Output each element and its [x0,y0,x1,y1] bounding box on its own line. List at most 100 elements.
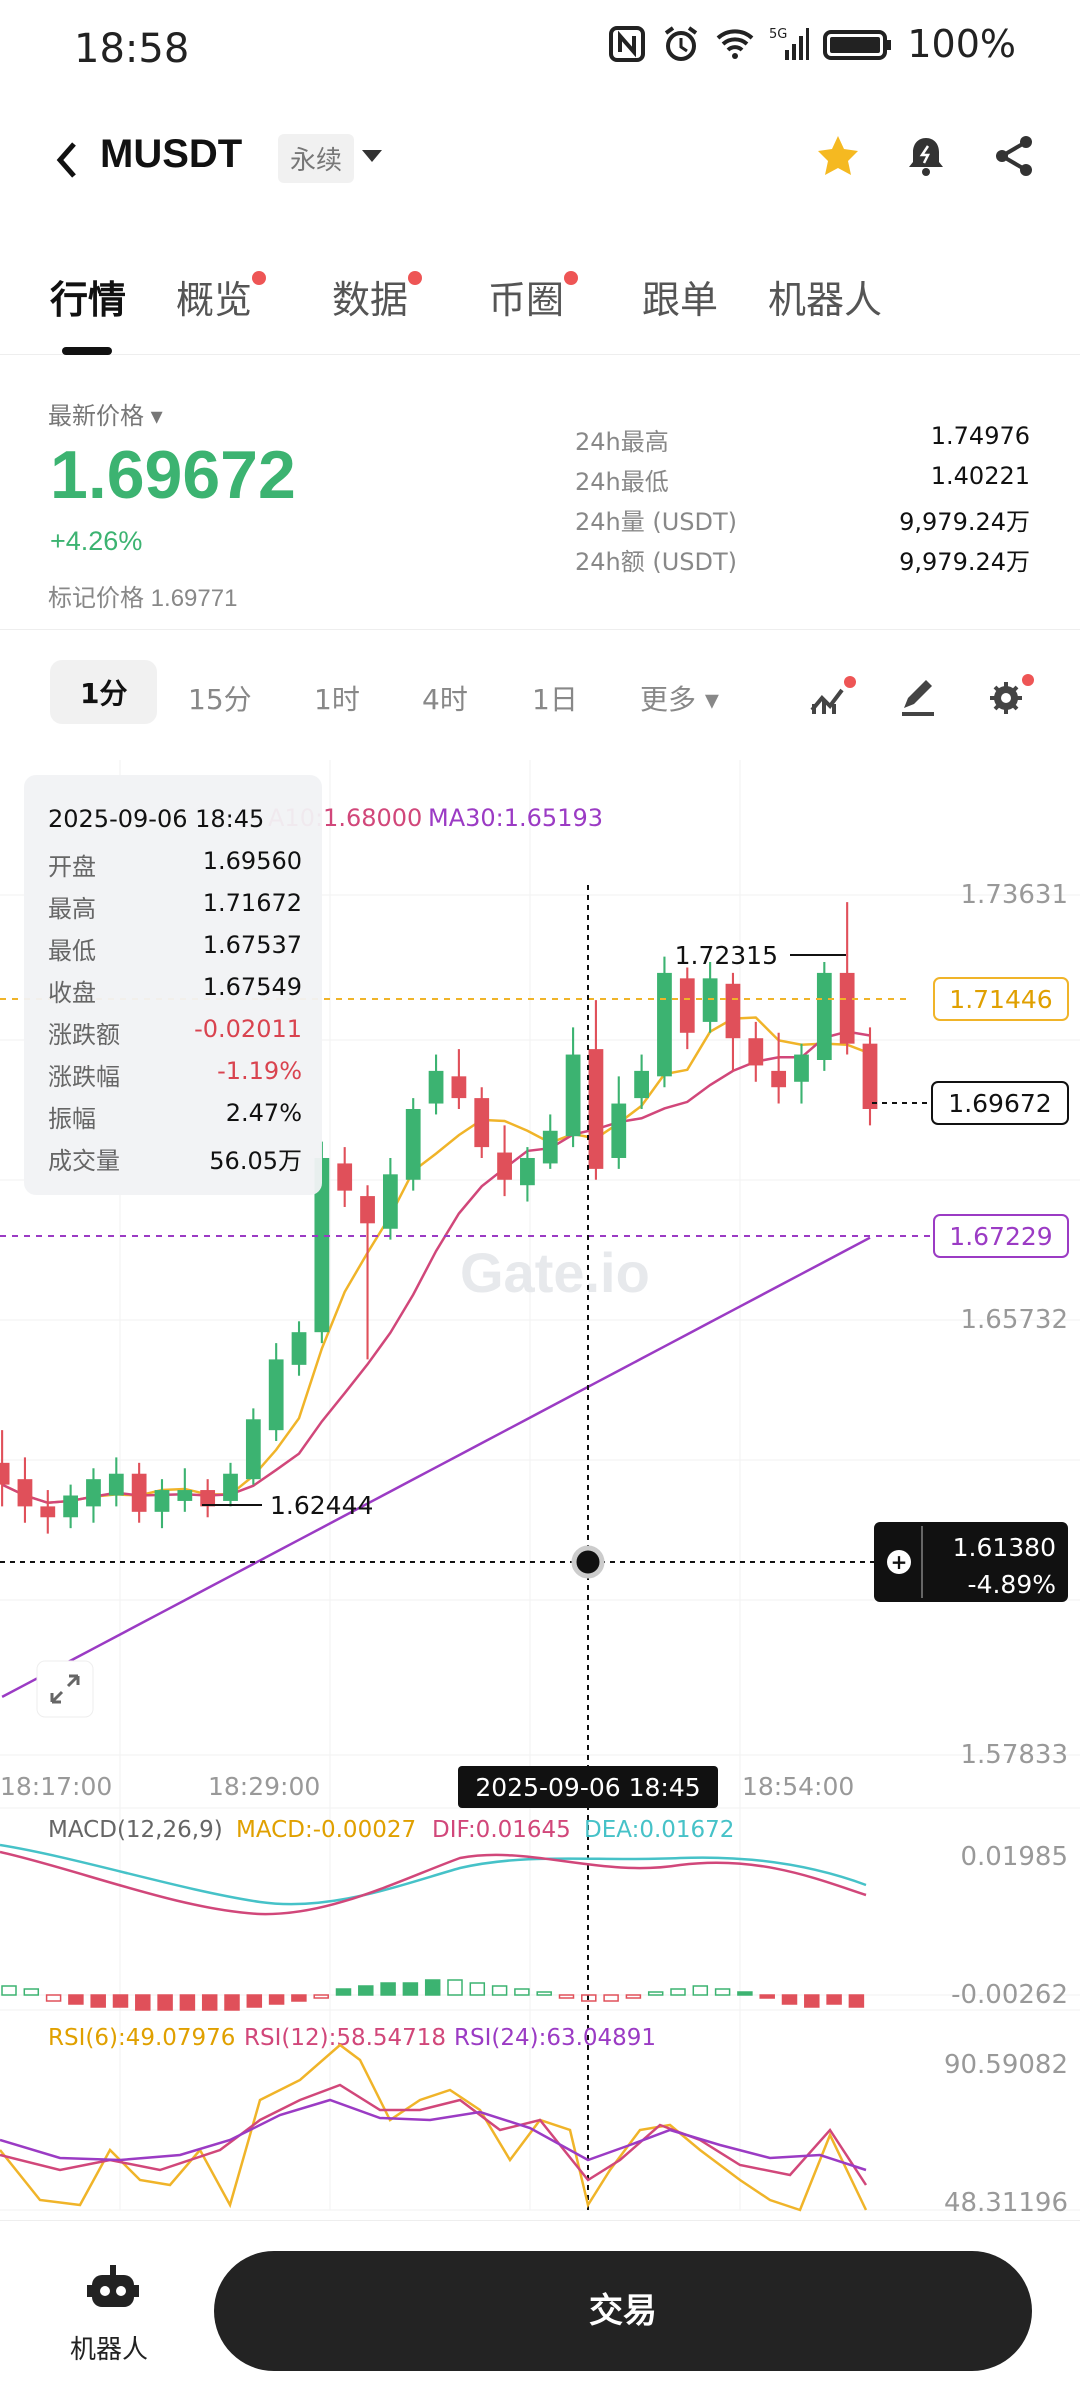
macd-histogram-bar [759,1994,775,1999]
current-price-tag-text: 1.69672 [948,1089,1051,1118]
tooltip-value: -0.02011 [194,1015,302,1043]
macd-histogram-bar [558,1994,575,1999]
crosshair-price: 1.61380 [953,1533,1056,1562]
macd-histogram-bar [246,1994,263,2008]
indicator-icon[interactable] [808,674,858,718]
ma30-line [1,1236,871,1699]
x-axis-tick-label: 18:29:00 [208,1772,320,1801]
add-order-icon [887,1550,911,1574]
tooltip-date: 2025-09-06 18:45 [48,805,265,833]
robot-icon[interactable] [86,2261,140,2315]
tooltip-value: 1.67537 [202,931,302,959]
macd-histogram-bar [45,1994,62,2002]
last-price-label[interactable]: 最新价格 ▾ [48,403,163,430]
mark-price-value: 1.69771 [150,585,238,612]
rsi-panel: RSI(6):49.07976 RSI(12):58.54718 RSI(24):6… [0,2025,1068,2215]
back-arrow-icon[interactable] [46,132,86,188]
candle-body [816,972,832,1060]
candle-body [40,1506,56,1518]
tab-bot[interactable]: 机器人 [768,278,883,322]
interval-1m[interactable]: 1分 [50,660,158,724]
candle-body [839,972,855,1044]
tab-coin-circle[interactable]: 币圈 [488,269,579,324]
stat-24h-turnover-value: 9,979.24万 [899,548,1030,576]
crosshair-percent: -4.89% [968,1570,1056,1599]
tab-data[interactable]: 数据 [332,269,423,324]
candles [0,902,878,1534]
ma10-line [1,1030,871,1505]
tooltip-value: 1.69560 [202,847,302,875]
macd-histogram-bar [179,1994,196,2011]
interval-15m[interactable]: 15分 [188,683,252,716]
candlestick-chart[interactable]: 1.73631 1.65732 1.57833 Gate.io 1.71446 1.6… [0,755,1080,2215]
robot-label[interactable]: 机器人 [70,2335,149,2365]
symbol-title[interactable]: MUSDT [100,132,243,176]
macd-histogram-bar [469,1982,486,1996]
x-axis-tick-label: 18:54:00 [742,1772,854,1801]
tab-overview[interactable]: 概览 [176,269,267,324]
interval-more[interactable]: 更多 ▾ [640,683,719,716]
candle-body [657,972,672,1077]
macd-tick-bottom: -0.00262 [951,1980,1068,2010]
tooltip-key: 振幅 [48,1105,96,1133]
dif-line [0,1850,867,1916]
notification-dot [252,271,267,285]
candle-body [291,1332,307,1365]
candle-body [771,1070,787,1088]
candle-body [542,1130,558,1164]
tooltip-key: 收盘 [48,979,96,1007]
macd-value: MACD:-0.00027 [236,1817,416,1843]
tab-copy-trading[interactable]: 跟单 [642,278,719,322]
candle-body [154,1490,170,1512]
candle-body [702,978,718,1022]
crosshair-center [571,1545,605,1579]
stat-24h-high-value: 1.74976 [930,422,1030,450]
macd-histogram-bar [313,1994,329,1999]
candle-body [451,1076,467,1099]
draw-pencil-icon[interactable] [896,674,940,718]
macd-histogram-bar [201,1994,218,2011]
price-summary: 最新价格 ▾ 1.69672 +4.26% 标记价格 1.69771 24h最高… [0,370,1080,630]
candle-body [360,1196,375,1224]
yellow-price-tag-text: 1.71446 [949,985,1052,1014]
candle-body [177,1490,193,1501]
symbol-dropdown-icon[interactable] [362,150,382,162]
low-marker-label: 1.62444 [270,1491,373,1520]
candle-body [634,1070,649,1099]
tooltip-key: 最高 [48,895,96,923]
candle-body [131,1473,147,1512]
interval-1h[interactable]: 1时 [314,683,360,716]
candle-body [588,1049,604,1169]
macd-histogram-bar [670,1988,686,1996]
macd-histogram-bar [291,1994,307,2002]
candle-body [314,1157,330,1333]
tab-market[interactable]: 行情 [50,278,127,322]
header: MUSDT 永续 [0,110,1080,210]
candle-body [245,1419,261,1480]
candle-body [223,1473,238,1501]
notification-dot [408,271,423,285]
macd-histogram-bar [647,1991,664,1996]
status-icons: 5G 100% [607,22,1016,66]
macd-histogram-bar [737,1991,753,1996]
tooltip-key: 开盘 [48,853,96,881]
fullscreen-expand-icon[interactable] [36,1660,94,1718]
gear-icon[interactable] [984,672,1036,718]
star-icon[interactable] [812,130,864,182]
macd-tick-top: 0.01985 [960,1842,1068,1872]
battery-icon [823,30,892,60]
high-marker-label: 1.72315 [675,941,778,970]
share-icon[interactable] [988,130,1040,182]
macd-histogram-bar [826,1994,842,2005]
candle-body [382,1174,398,1229]
rsi-tick-top: 90.59082 [944,2050,1068,2080]
bell-icon[interactable] [900,130,952,182]
trade-button[interactable]: 交易 [214,2251,1032,2371]
interval-1d[interactable]: 1日 [532,683,578,716]
interval-4h[interactable]: 4时 [422,683,468,716]
interval-bar: 1分 15分 1时 4时 1日 更多 ▾ [0,650,1080,740]
rsi24-value: RSI(24):63.04891 [454,2025,656,2051]
candle-body [794,1054,809,1082]
candle-body [0,1462,10,1485]
x-axis-tick-label: 18:17:00 [0,1772,112,1801]
